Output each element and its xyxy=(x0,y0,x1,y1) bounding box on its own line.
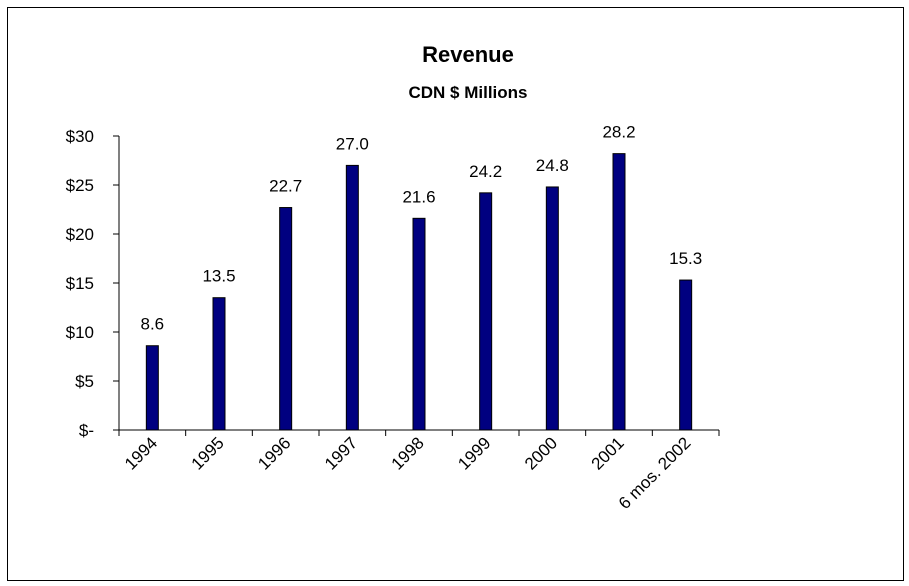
data-label: 24.8 xyxy=(536,156,569,175)
data-label: 28.2 xyxy=(602,123,635,142)
y-tick-label: $25 xyxy=(66,176,94,195)
y-tick-label: $10 xyxy=(66,323,94,342)
chart-data-labels: 8.6 13.5 22.7 27.0 21.6 24.2 24.8 28.2 15.3 xyxy=(141,123,703,334)
bar-1996 xyxy=(279,207,293,431)
data-label: 8.6 xyxy=(141,315,165,334)
chart-frame xyxy=(7,7,904,581)
y-tick-label: $5 xyxy=(75,372,94,391)
data-label: 13.5 xyxy=(202,267,235,286)
y-tick-label: $- xyxy=(79,421,94,440)
bar-1994 xyxy=(145,345,159,431)
y-tick-label: $20 xyxy=(66,225,94,244)
bar-2001 xyxy=(612,153,626,431)
x-category-label: 2000 xyxy=(521,433,561,473)
x-category-label: 2001 xyxy=(588,433,628,473)
y-tick-label: $15 xyxy=(66,274,94,293)
chart-title: Revenue xyxy=(422,42,514,67)
data-label: 15.3 xyxy=(669,249,702,268)
x-category-label: 1995 xyxy=(188,433,228,473)
x-category-label: 1994 xyxy=(121,433,161,473)
y-tick-label: $30 xyxy=(66,127,94,146)
bar-1995 xyxy=(212,297,226,431)
x-category-label: 1996 xyxy=(254,433,294,473)
bar-1999 xyxy=(479,192,493,431)
x-category-label: 1999 xyxy=(454,433,494,473)
bar-1997 xyxy=(345,164,359,431)
x-category-label: 6 mos. 2002 xyxy=(615,433,695,513)
bar-6-mos-2002 xyxy=(679,279,693,431)
data-label: 22.7 xyxy=(269,177,302,196)
chart-bars xyxy=(145,153,693,431)
chart-subtitle: CDN $ Millions xyxy=(408,83,527,102)
x-category-label: 1998 xyxy=(388,433,428,473)
x-category-label: 1997 xyxy=(321,433,361,473)
bar-1998 xyxy=(412,217,426,431)
data-label: 27.0 xyxy=(336,134,369,153)
data-label: 24.2 xyxy=(469,162,502,181)
bar-2000 xyxy=(545,186,559,431)
data-label: 21.6 xyxy=(402,187,435,206)
